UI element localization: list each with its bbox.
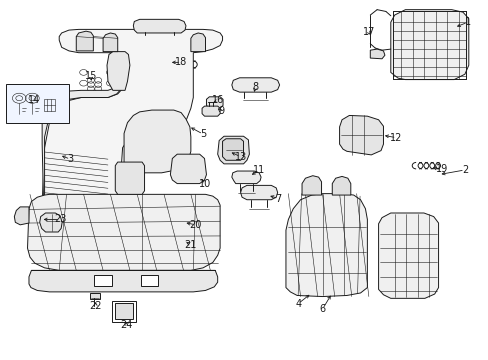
Polygon shape <box>133 19 185 33</box>
Polygon shape <box>124 110 190 173</box>
Text: 19: 19 <box>435 164 447 174</box>
Text: 12: 12 <box>389 133 402 143</box>
Polygon shape <box>378 213 438 298</box>
Text: 22: 22 <box>89 301 102 311</box>
Text: 5: 5 <box>200 129 206 139</box>
Polygon shape <box>29 270 217 292</box>
Text: 15: 15 <box>84 71 97 81</box>
Text: 20: 20 <box>189 220 202 230</box>
Text: 23: 23 <box>54 215 66 224</box>
Polygon shape <box>107 51 130 90</box>
Polygon shape <box>369 49 384 59</box>
Polygon shape <box>190 33 205 51</box>
Bar <box>94 275 112 286</box>
Bar <box>90 293 100 299</box>
Text: 10: 10 <box>199 179 211 189</box>
Polygon shape <box>14 207 29 225</box>
Polygon shape <box>302 176 321 195</box>
Text: 4: 4 <box>294 299 301 309</box>
Text: 9: 9 <box>218 106 224 116</box>
Polygon shape <box>222 139 243 160</box>
Polygon shape <box>217 136 249 164</box>
Polygon shape <box>231 171 261 184</box>
Polygon shape <box>231 78 279 92</box>
Polygon shape <box>390 10 468 80</box>
Polygon shape <box>40 213 62 232</box>
Text: 6: 6 <box>319 304 325 314</box>
Text: 3: 3 <box>67 154 73 164</box>
Polygon shape <box>285 194 366 297</box>
Text: 11: 11 <box>252 165 264 175</box>
Polygon shape <box>103 33 118 51</box>
Bar <box>43 99 55 111</box>
Polygon shape <box>115 162 144 194</box>
Text: 18: 18 <box>175 57 187 67</box>
Polygon shape <box>240 185 277 200</box>
Text: 21: 21 <box>184 239 197 249</box>
Bar <box>141 275 158 286</box>
Polygon shape <box>27 194 220 270</box>
Polygon shape <box>170 154 206 184</box>
Polygon shape <box>206 97 223 108</box>
Text: 17: 17 <box>362 27 374 37</box>
Text: 1: 1 <box>464 17 470 27</box>
Text: 7: 7 <box>275 194 281 204</box>
Polygon shape <box>339 116 383 155</box>
Text: 2: 2 <box>461 165 467 175</box>
Text: 13: 13 <box>234 152 246 162</box>
Bar <box>115 303 133 319</box>
Text: 14: 14 <box>28 95 40 105</box>
Text: 8: 8 <box>252 82 258 93</box>
Text: 16: 16 <box>211 95 224 105</box>
Bar <box>112 301 136 321</box>
Polygon shape <box>202 106 220 116</box>
Polygon shape <box>331 176 350 195</box>
Polygon shape <box>76 31 93 51</box>
Text: 24: 24 <box>120 320 132 330</box>
Polygon shape <box>42 81 122 203</box>
Polygon shape <box>42 30 222 205</box>
Bar <box>5 84 69 123</box>
